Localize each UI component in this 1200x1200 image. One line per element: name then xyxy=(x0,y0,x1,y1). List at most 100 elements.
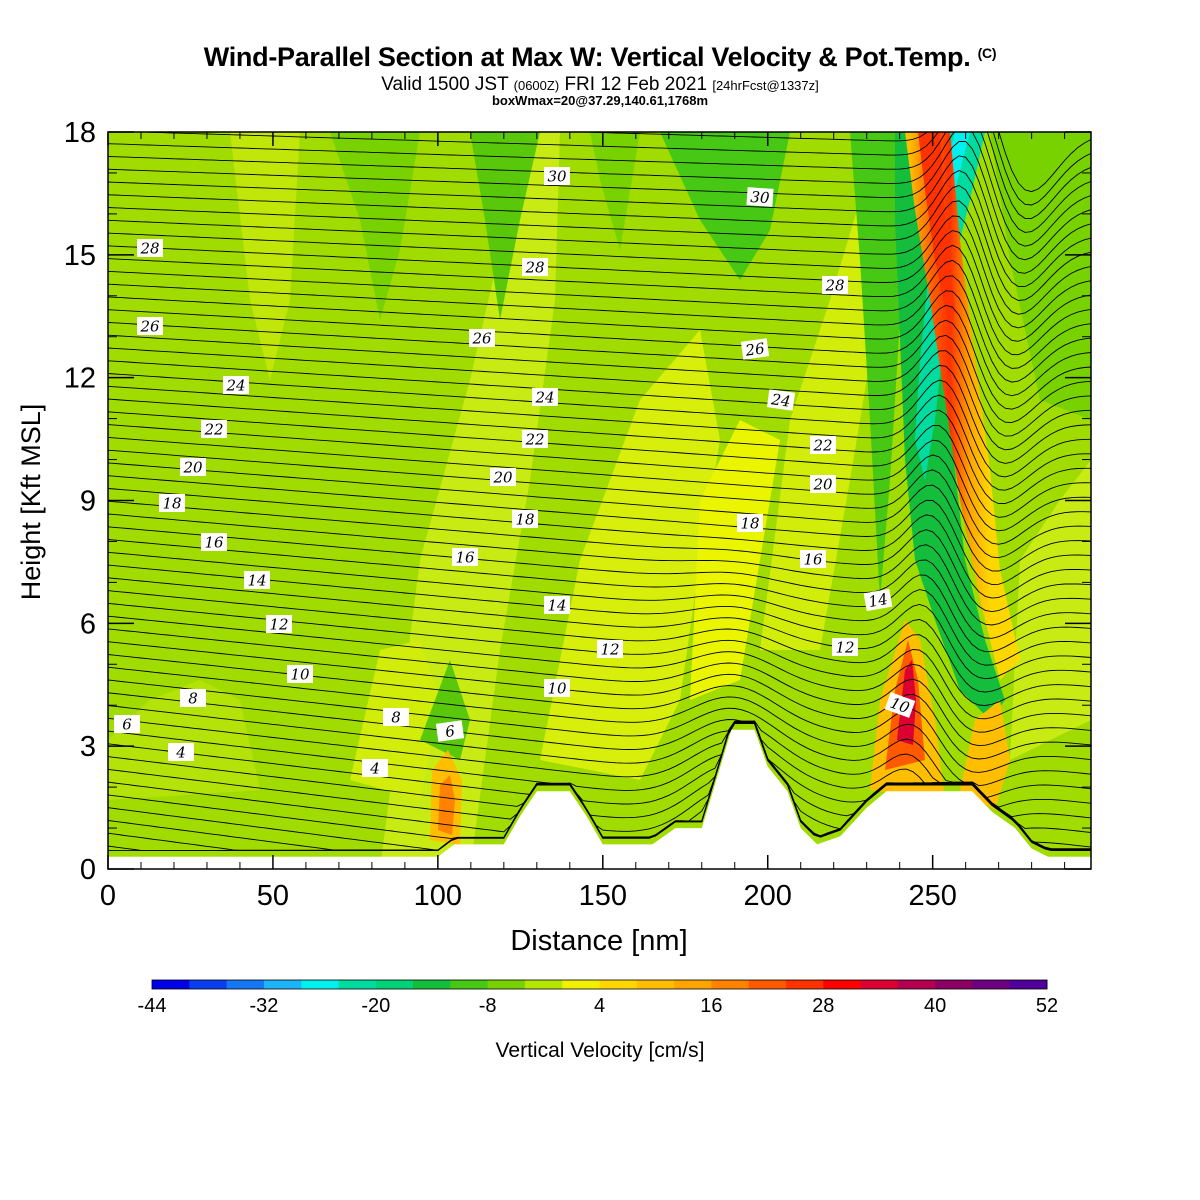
contour-label-text: 20 xyxy=(812,476,833,494)
colorbar-tick-label: 4 xyxy=(594,995,605,1017)
colorbar-tick-labels: -44 -32 -20 -8 4 16 28 40 52 xyxy=(138,995,1059,1017)
colorbar-tick-label: -44 xyxy=(138,995,167,1017)
theta-contour xyxy=(108,169,1091,288)
contour-label: 22 xyxy=(201,420,227,439)
theta-contour xyxy=(108,641,1091,760)
theta-contour xyxy=(108,244,1091,356)
contour-label-text: 8 xyxy=(188,690,198,708)
contour-label: 10 xyxy=(884,692,916,718)
contour-label: 6 xyxy=(435,720,465,742)
downdraft-band xyxy=(990,132,1091,420)
downdraft-band xyxy=(590,132,640,250)
contour-label: 24 xyxy=(532,388,558,407)
theta-contour xyxy=(108,577,1091,693)
theta-contour xyxy=(108,654,1091,773)
colorbar-swatch xyxy=(711,980,750,989)
contour-label: 10 xyxy=(544,679,570,698)
updraft-band xyxy=(540,330,720,780)
downdraft-jet-core xyxy=(915,132,985,480)
colorbar-tick-label: -20 xyxy=(361,995,390,1017)
contour-label: 12 xyxy=(597,640,623,659)
theta-contour xyxy=(108,185,1091,301)
colorbar-swatch xyxy=(562,980,600,989)
x-tick-label: 150 xyxy=(579,880,627,912)
colorbar-swatch xyxy=(263,980,302,989)
x-tick-label: 50 xyxy=(257,880,289,912)
theta-contour xyxy=(108,475,1091,586)
colorbar-swatch xyxy=(860,980,899,989)
colorbar-swatch xyxy=(375,980,414,989)
colorbar-swatch xyxy=(786,980,824,989)
contour-label-text: 18 xyxy=(162,495,181,513)
colorbar-swatch xyxy=(413,980,451,989)
colorbar-tick-label: 40 xyxy=(924,995,946,1017)
contour-label: 18 xyxy=(159,494,185,513)
y-tick-label: 3 xyxy=(80,731,96,763)
contour-label-text: 16 xyxy=(803,551,823,569)
contour-label-text: 26 xyxy=(471,330,492,348)
contour-label-text: 10 xyxy=(290,666,310,684)
contour-label-text: 30 xyxy=(750,188,771,207)
contour-label-text: 6 xyxy=(444,722,456,741)
contour-label: 4 xyxy=(168,743,194,762)
x-tick-label: 0 xyxy=(100,880,116,912)
y-tick-labels: 0 3 6 9 12 15 18 xyxy=(64,117,96,886)
box-info: boxWmax=20@37.29,140.61,1768m xyxy=(491,93,709,108)
theta-contour xyxy=(108,717,1091,833)
y-tick-label: 15 xyxy=(64,240,96,272)
contour-label: 8 xyxy=(180,689,206,708)
contour-label: 26 xyxy=(740,338,770,360)
theta-contour xyxy=(108,705,1091,819)
theta-contour xyxy=(108,398,1091,505)
theta-contour xyxy=(108,539,1091,653)
contour-label: 26 xyxy=(469,329,495,348)
colorbar-swatch xyxy=(226,980,265,989)
theta-contour xyxy=(108,275,1091,383)
contour-label-text: 16 xyxy=(204,534,224,552)
contour-label-text: 14 xyxy=(547,597,566,615)
y-tick-label: 0 xyxy=(80,854,96,886)
contour-label-text: 30 xyxy=(547,168,567,186)
contour-label-text: 14 xyxy=(247,572,266,590)
x-tick-label: 200 xyxy=(744,880,792,912)
colorbar-label: Vertical Velocity [cm/s] xyxy=(496,1039,705,1062)
y-tick-label: 9 xyxy=(80,486,96,518)
contour-label-text: 12 xyxy=(600,641,619,659)
theta-contour xyxy=(108,666,1091,787)
x-tick-label: 100 xyxy=(414,880,462,912)
contour-label: 26 xyxy=(137,317,163,336)
colorbar-swatch xyxy=(823,980,862,989)
y-tick-label: 18 xyxy=(64,117,96,149)
colorbar-swatch xyxy=(301,980,339,989)
theta-contour xyxy=(108,436,1091,545)
colorbar-swatch xyxy=(748,980,787,989)
colorbar xyxy=(151,979,1048,990)
contour-label: 16 xyxy=(800,550,826,569)
theta-contour xyxy=(108,526,1091,639)
contour-label-text: 26 xyxy=(139,318,160,336)
potential-temperature-contours xyxy=(108,132,1091,852)
title-mark: (C) xyxy=(977,45,997,61)
colorbar-swatch xyxy=(338,980,377,989)
contour-label: 4 xyxy=(362,759,388,778)
low-updraft xyxy=(438,775,455,835)
theta-contour xyxy=(108,513,1091,626)
theta-contour xyxy=(129,132,1091,219)
colorbar-tick-label: -32 xyxy=(249,995,278,1017)
contour-label-text: 4 xyxy=(175,744,186,762)
theta-contour xyxy=(108,411,1091,518)
theta-contour xyxy=(108,347,1091,451)
contour-label: 12 xyxy=(266,615,292,634)
contour-label: 14 xyxy=(863,588,893,612)
theta-contour xyxy=(108,140,1091,261)
contour-label: 24 xyxy=(223,376,249,395)
colorbar-frame xyxy=(151,979,1048,990)
terrain-mask xyxy=(108,729,1091,869)
theta-contour xyxy=(108,692,1091,808)
contour-label: 16 xyxy=(201,533,227,552)
contour-label-text: 26 xyxy=(743,339,766,360)
contour-label-text: 10 xyxy=(547,680,567,698)
theta-contour xyxy=(108,334,1091,437)
y-tick-label: 6 xyxy=(80,608,96,640)
